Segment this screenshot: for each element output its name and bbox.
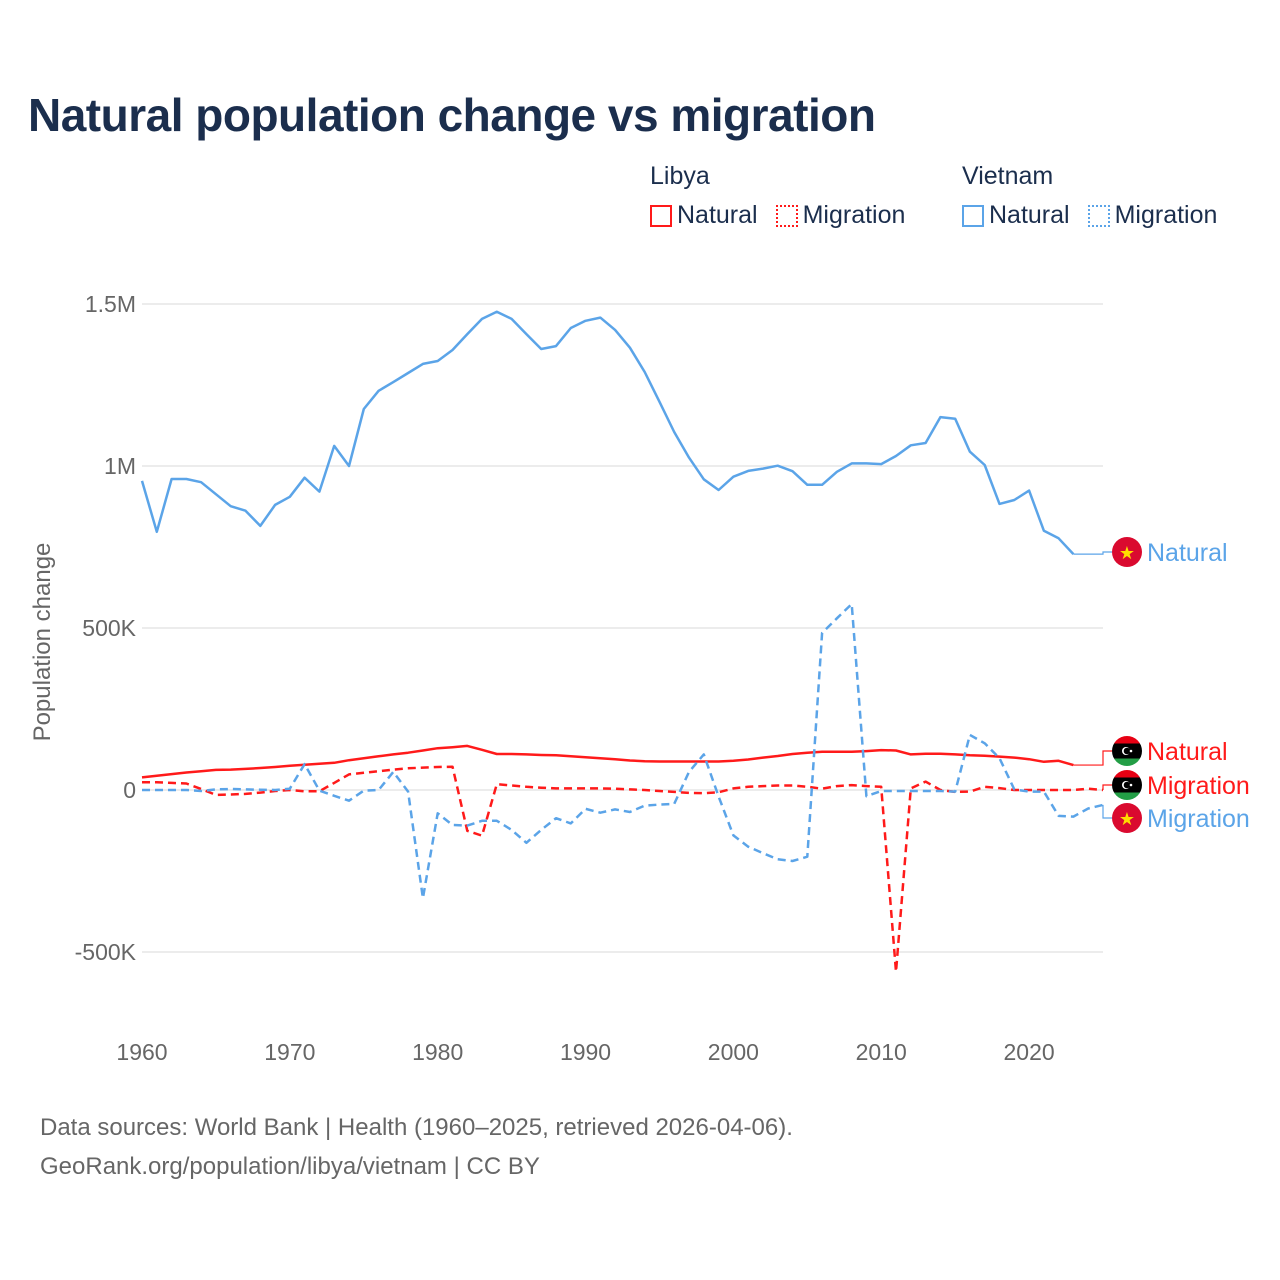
series-line-libya-natural[interactable] bbox=[141, 744, 1074, 779]
x-tick-label: 2000 bbox=[708, 1039, 759, 1065]
x-tick-label: 1990 bbox=[560, 1039, 611, 1065]
legend-header: Vietnam bbox=[962, 162, 1054, 190]
libya-flag-icon bbox=[1112, 770, 1142, 800]
y-tick-label: -500K bbox=[75, 939, 137, 965]
y-tick-label: 0 bbox=[123, 777, 136, 803]
footer: Data sources: World Bank | Health (1960–… bbox=[40, 1108, 793, 1186]
series-line-libya-migration[interactable] bbox=[142, 765, 1104, 974]
vietnam-flag-icon: ★ bbox=[1112, 537, 1142, 567]
legend-item-vietnam-migration[interactable]: Migration bbox=[1087, 201, 1218, 230]
x-tick-label: 1960 bbox=[116, 1039, 167, 1065]
solid-swatch-icon bbox=[650, 204, 672, 227]
dotted-swatch-icon bbox=[775, 204, 798, 227]
series-end-label: Natural bbox=[1147, 738, 1228, 766]
legend-item-libya-migration[interactable]: Migration bbox=[775, 201, 906, 230]
legend-label: Migration bbox=[1114, 201, 1218, 229]
svg-text:★: ★ bbox=[1119, 543, 1135, 563]
y-axis-label: Population change bbox=[29, 543, 56, 742]
y-tick-label: 500K bbox=[82, 615, 136, 641]
legend-label: Natural bbox=[677, 201, 758, 229]
series-line-vietnam-natural[interactable] bbox=[140, 310, 1075, 555]
label-connector bbox=[1073, 551, 1112, 555]
series-end-label: Natural bbox=[1147, 539, 1228, 567]
legend-group-vietnam: Vietnam Natural Migration bbox=[962, 162, 1217, 230]
legend-label: Natural bbox=[989, 201, 1070, 229]
x-tick-label: 1970 bbox=[264, 1039, 315, 1065]
dotted-swatch-icon bbox=[1087, 204, 1110, 227]
series-line-vietnam-migration[interactable] bbox=[142, 602, 1104, 900]
x-tick-label: 1980 bbox=[412, 1039, 463, 1065]
libya-flag-icon bbox=[1112, 736, 1142, 766]
y-tick-label: 1M bbox=[104, 453, 136, 479]
legend-group-libya: Libya Natural Migration bbox=[650, 162, 905, 230]
legend-item-libya-natural[interactable]: Natural bbox=[650, 201, 758, 230]
label-connector bbox=[1102, 804, 1112, 819]
y-tick-label: 1.5M bbox=[85, 291, 136, 317]
solid-swatch-icon bbox=[962, 204, 984, 227]
series-end-label: Migration bbox=[1147, 805, 1250, 833]
x-tick-label: 2010 bbox=[856, 1039, 907, 1065]
x-tick-label: 2020 bbox=[1003, 1039, 1054, 1065]
attribution-link[interactable]: GeoRank.org/population/libya/vietnam | C… bbox=[40, 1153, 540, 1180]
legend-header: Libya bbox=[650, 162, 710, 190]
chart-title: Natural population change vs migration bbox=[28, 89, 876, 141]
vietnam-flag-icon: ★ bbox=[1112, 803, 1142, 833]
legend-item-vietnam-natural[interactable]: Natural bbox=[962, 201, 1070, 230]
series-end-label: Migration bbox=[1147, 772, 1250, 800]
svg-text:★: ★ bbox=[1119, 809, 1135, 829]
data-source-text: Data sources: World Bank | Health (1960–… bbox=[40, 1114, 793, 1141]
label-connector bbox=[1073, 750, 1112, 766]
label-connector bbox=[1102, 784, 1112, 790]
legend-label: Migration bbox=[802, 201, 906, 229]
